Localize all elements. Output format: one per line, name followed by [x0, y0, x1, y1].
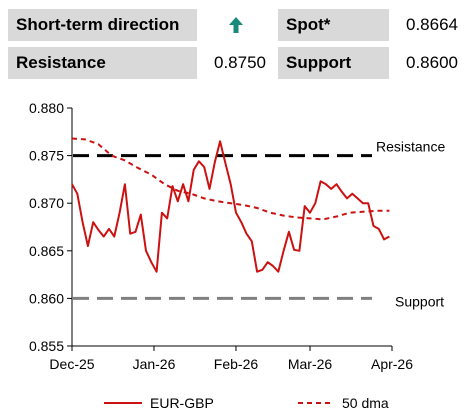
x-tick-label: Jan-26 [133, 356, 176, 372]
up-arrow-icon [224, 9, 248, 41]
support-label: Support [395, 293, 444, 309]
series-lines [71, 137, 390, 273]
support-label: Support [278, 47, 389, 79]
resistance-label: Resistance [376, 139, 445, 155]
spot-value: 0.8664 [406, 15, 458, 34]
x-tick-label: Dec-25 [49, 356, 94, 372]
resistance-label: Resistance [8, 47, 197, 79]
eur-gbp-line [71, 140, 390, 273]
x-tick-label: Feb-26 [214, 356, 259, 372]
short-term-direction-label: Short-term direction [8, 9, 197, 41]
x-axis: Dec-25 Jan-26 Feb-26 Mar-26 Apr-26 [49, 345, 413, 372]
reference-lines: Resistance Support [73, 139, 445, 309]
x-tick-label: Mar-26 [288, 356, 333, 372]
x-tick-label: Apr-26 [371, 356, 413, 372]
y-tick-label: 0.855 [29, 338, 64, 354]
y-axis: 0.880 0.875 0.870 0.865 0.860 0.855 [29, 100, 73, 354]
support-value: 0.8600 [406, 53, 458, 72]
legend-eur-gbp-label: EUR-GBP [150, 395, 214, 411]
y-tick-label: 0.860 [29, 290, 64, 306]
y-tick-label: 0.870 [29, 195, 64, 211]
resistance-value: 0.8750 [214, 53, 266, 72]
y-tick-label: 0.865 [29, 243, 64, 259]
y-tick-label: 0.875 [29, 148, 64, 164]
y-tick-label: 0.880 [29, 100, 64, 116]
spot-label: Spot* [278, 9, 389, 41]
legend-dma-label: 50 dma [342, 395, 389, 411]
legend: EUR-GBP 50 dma [104, 395, 389, 411]
dma-50-line [71, 137, 390, 221]
